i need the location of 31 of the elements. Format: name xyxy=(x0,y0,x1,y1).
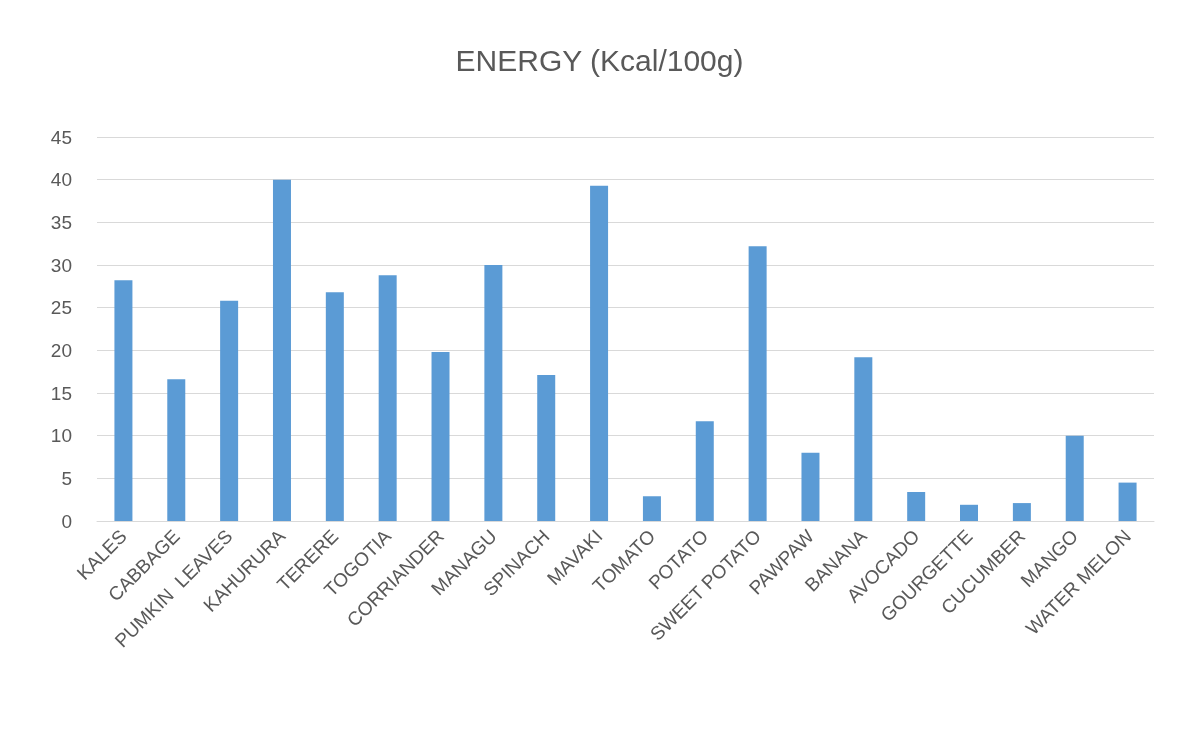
bar xyxy=(272,179,291,521)
bar xyxy=(431,352,450,521)
bar xyxy=(801,452,820,521)
y-tick-label: 5 xyxy=(61,467,72,489)
bar xyxy=(960,504,979,521)
bar xyxy=(1065,435,1084,521)
bar xyxy=(642,496,661,521)
y-tick-label: 25 xyxy=(50,297,72,319)
bar xyxy=(114,280,133,521)
bar xyxy=(167,379,186,521)
bar xyxy=(378,275,397,521)
bar xyxy=(1012,503,1031,521)
chart-title: ENERGY (Kcal/100g) xyxy=(455,43,744,77)
bar xyxy=(325,292,344,521)
bar xyxy=(695,421,714,521)
y-tick-label: 30 xyxy=(50,254,72,276)
y-tick-label: 10 xyxy=(50,425,72,447)
bar xyxy=(590,185,609,521)
y-tick-label: 40 xyxy=(50,169,72,191)
bar xyxy=(1118,482,1137,521)
bar xyxy=(220,300,239,521)
y-tick-label: 15 xyxy=(50,382,72,404)
bar xyxy=(854,357,873,521)
bar xyxy=(537,375,556,521)
y-tick-label: 45 xyxy=(50,126,72,148)
bar xyxy=(748,246,767,521)
y-tick-label: 0 xyxy=(61,510,72,532)
y-tick-label: 35 xyxy=(50,211,72,233)
bar xyxy=(484,265,503,521)
bar xyxy=(907,491,926,521)
y-tick-label: 20 xyxy=(50,339,72,361)
